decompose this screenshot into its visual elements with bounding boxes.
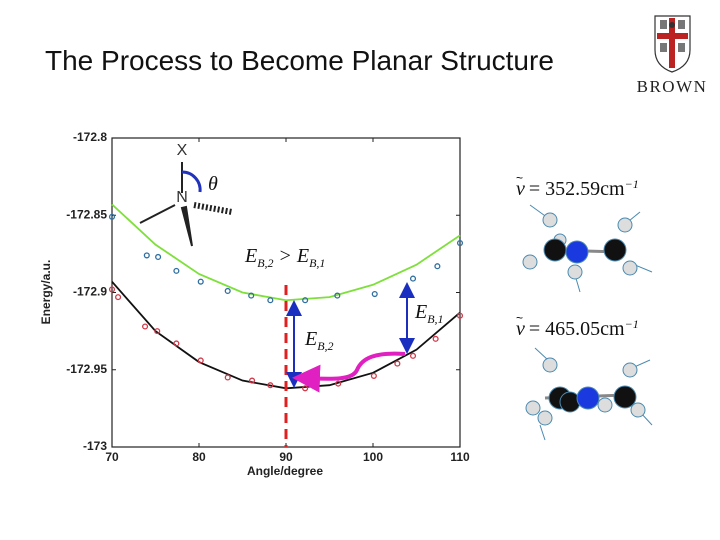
math: E (296, 245, 309, 267)
data-point (370, 372, 377, 379)
slide-title: The Process to Become Planar Structure (45, 45, 554, 76)
math: B,2 (317, 339, 333, 353)
data-point (142, 323, 149, 330)
data-point (334, 292, 341, 299)
x-axis-label: Angle/degree (247, 464, 323, 478)
atom-label: N (176, 189, 188, 206)
y-tick-label: -172.85 (66, 207, 107, 221)
data-point (432, 335, 439, 342)
math: B,1 (309, 256, 325, 270)
data-point (173, 267, 180, 274)
annotation: EB,2 > EB,1 (244, 245, 325, 270)
y-tick-label: -172.9 (73, 285, 107, 299)
data-point (224, 374, 231, 381)
math: = 352.59cm (529, 178, 625, 200)
data-point (267, 382, 274, 389)
data-point (371, 290, 378, 298)
y-tick-label: -172.95 (66, 362, 107, 376)
math: −1 (625, 317, 639, 331)
data-point (197, 278, 204, 285)
data-point (267, 297, 274, 304)
inset (139, 162, 233, 247)
math: > (280, 245, 291, 267)
logo: BROWN (637, 15, 708, 96)
logo-text: BROWN (637, 77, 708, 96)
x-tick-label: 80 (192, 450, 206, 464)
annotation: EB,1 (414, 301, 444, 326)
data-point (248, 292, 255, 299)
tilde: ~ (516, 311, 523, 325)
tilde: ~ (516, 171, 523, 185)
math: E (244, 245, 257, 267)
x-tick-label: 100 (363, 450, 383, 464)
data-point (409, 275, 417, 282)
molecule (522, 204, 653, 441)
data-point (173, 340, 180, 347)
x-tick-label: 110 (450, 450, 470, 464)
y-tick-label: -172.8 (73, 130, 107, 144)
data-point (155, 253, 162, 261)
data-point (197, 357, 204, 364)
frequency: ν = 465.05cm−1 (516, 317, 639, 340)
data-point (108, 286, 116, 293)
data-point (224, 287, 231, 295)
math: = 465.05cm (529, 318, 625, 340)
frequency: ν = 352.59cm−1 (516, 177, 639, 200)
x-tick-label: 70 (105, 450, 119, 464)
data-point (108, 213, 116, 220)
y-tick-label: -173 (83, 439, 107, 453)
data-point (115, 294, 122, 301)
math: B,2 (257, 256, 273, 270)
annotation-arrows (284, 282, 415, 447)
data-point (456, 240, 464, 247)
data-point (154, 328, 161, 335)
math: B,1 (427, 312, 443, 326)
math: −1 (625, 177, 639, 191)
math: E (304, 328, 317, 350)
data-point (335, 380, 342, 387)
data-point (143, 252, 150, 259)
data-point (249, 377, 256, 384)
data-point (394, 360, 401, 367)
data-point (302, 297, 309, 304)
y-axis-label: Energy/a.u. (39, 260, 53, 325)
atom-label: X (177, 142, 188, 159)
math: ν (516, 178, 525, 200)
data-point (456, 312, 464, 319)
angle-label: θ (208, 173, 218, 195)
x-tick-label: 90 (279, 450, 293, 464)
math: E (414, 301, 427, 323)
math: ν (516, 318, 525, 340)
data-point (434, 263, 441, 270)
annotation: EB,2 (304, 328, 334, 353)
